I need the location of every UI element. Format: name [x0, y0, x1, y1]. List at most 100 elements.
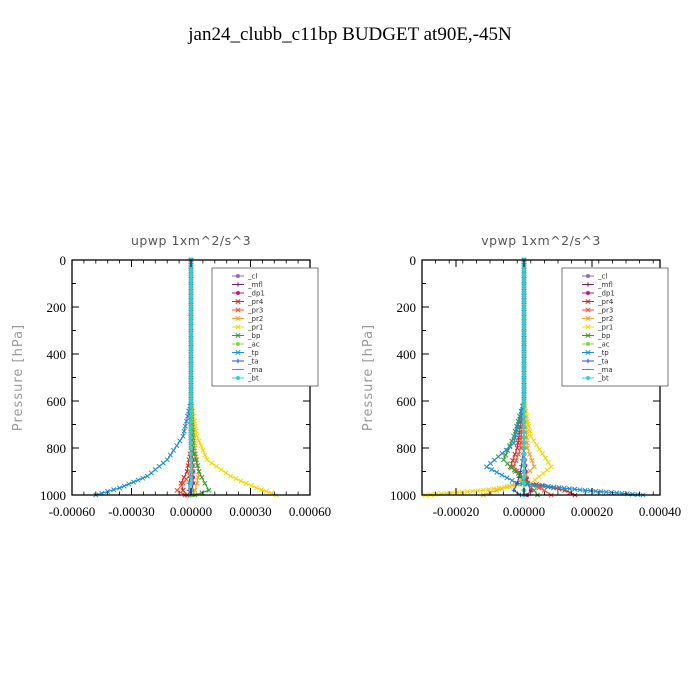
data-point	[513, 430, 519, 436]
legend-marker	[235, 324, 241, 330]
x-tick-label: 0.00060	[289, 504, 331, 519]
data-point	[189, 446, 193, 450]
data-point	[180, 487, 186, 493]
legend-item_ma: _ma	[232, 366, 263, 374]
data-point	[501, 484, 507, 490]
data-point	[170, 447, 177, 453]
legend-marker	[235, 332, 241, 339]
legend-item_tp: _tp	[582, 349, 609, 357]
data-point	[194, 480, 200, 486]
data-point	[522, 278, 526, 283]
data-point	[531, 464, 537, 470]
data-point	[561, 485, 567, 491]
data-point	[603, 489, 609, 495]
legend-item_cl: _cl	[232, 273, 257, 281]
data-point	[522, 414, 526, 419]
data-point	[140, 475, 146, 481]
data-point	[534, 442, 540, 448]
x-tick-label: 0.00040	[639, 504, 681, 519]
data-point	[527, 428, 533, 434]
legend-label: _cl	[247, 273, 257, 281]
data-point	[196, 468, 202, 475]
legend-item_dp1: _dp1	[582, 290, 615, 298]
panel-upwp: upwp 1xm^2/s^3 Pressure [hPa] 0 200 400 600 80…	[11, 233, 331, 519]
legend-marker	[236, 376, 240, 380]
data-point	[522, 315, 526, 320]
legend-item_bp: _bp	[582, 332, 611, 340]
data-point	[515, 424, 521, 430]
data-point	[189, 419, 193, 424]
y-tick-label: 800	[397, 441, 417, 456]
data-point	[191, 451, 198, 457]
legend-label: _pr2	[247, 315, 263, 323]
data-point	[522, 284, 526, 289]
data-point	[189, 451, 193, 456]
data-point	[528, 488, 533, 493]
data-point	[189, 310, 193, 315]
legend-marker	[235, 282, 241, 287]
legend-label: _ac	[597, 341, 610, 349]
data-point	[189, 404, 193, 409]
legend-item_pr1: _pr1	[232, 324, 263, 332]
legend-marker	[236, 291, 240, 295]
data-point	[517, 414, 523, 420]
data-point	[522, 383, 526, 388]
data-point	[527, 451, 533, 457]
data-point	[499, 472, 505, 478]
legend-marker	[585, 315, 591, 322]
data-point	[515, 481, 520, 486]
series_tp	[93, 257, 194, 498]
data-point	[130, 479, 137, 485]
x-tick-label: -0.00020	[433, 504, 480, 519]
data-point	[531, 438, 537, 444]
data-point	[174, 487, 180, 493]
legend-label: _tp	[247, 349, 259, 357]
data-point	[516, 419, 522, 425]
data-point	[480, 487, 486, 493]
data-point	[524, 440, 530, 446]
data-point	[522, 320, 526, 325]
data-point	[189, 475, 193, 480]
legend-item_ac: _ac	[232, 341, 260, 349]
data-point	[522, 425, 526, 430]
data-point	[505, 461, 511, 467]
data-point	[189, 393, 193, 398]
data-point	[522, 294, 526, 299]
legend-item_pr1: _pr1	[582, 324, 613, 332]
legend-label: _bt	[247, 375, 259, 383]
data-point	[111, 487, 117, 493]
data-point	[556, 485, 562, 491]
legend-marker	[585, 282, 591, 287]
series_bt	[189, 258, 193, 497]
legend-marker	[586, 274, 590, 278]
data-point	[189, 273, 193, 278]
y-tick-label: 600	[47, 394, 67, 409]
legend-item_cl: _cl	[582, 273, 607, 281]
data-point	[542, 455, 548, 461]
legend-label: _pr4	[597, 298, 614, 306]
data-point	[117, 485, 123, 491]
data-point	[529, 457, 535, 464]
data-point	[202, 480, 208, 486]
data-point	[238, 478, 244, 484]
data-point	[167, 452, 173, 458]
data-point	[126, 481, 132, 487]
data-point	[522, 446, 526, 450]
data-point	[501, 457, 507, 463]
data-point	[507, 483, 513, 489]
data-point	[522, 457, 526, 462]
data-point	[522, 409, 526, 414]
data-point	[491, 486, 497, 492]
legend-item_mfl: _mfl	[232, 281, 263, 289]
data-point	[213, 463, 219, 469]
legend-label: _bp	[247, 332, 261, 340]
legend-label: _cl	[597, 273, 607, 281]
legend-item_pr2: _pr2	[232, 315, 263, 323]
legend-label: _bt	[597, 375, 609, 383]
data-point	[233, 475, 239, 482]
series_bp	[501, 257, 541, 498]
data-point	[522, 362, 526, 367]
data-point	[546, 483, 552, 490]
data-point	[531, 487, 537, 493]
data-point	[189, 299, 193, 304]
